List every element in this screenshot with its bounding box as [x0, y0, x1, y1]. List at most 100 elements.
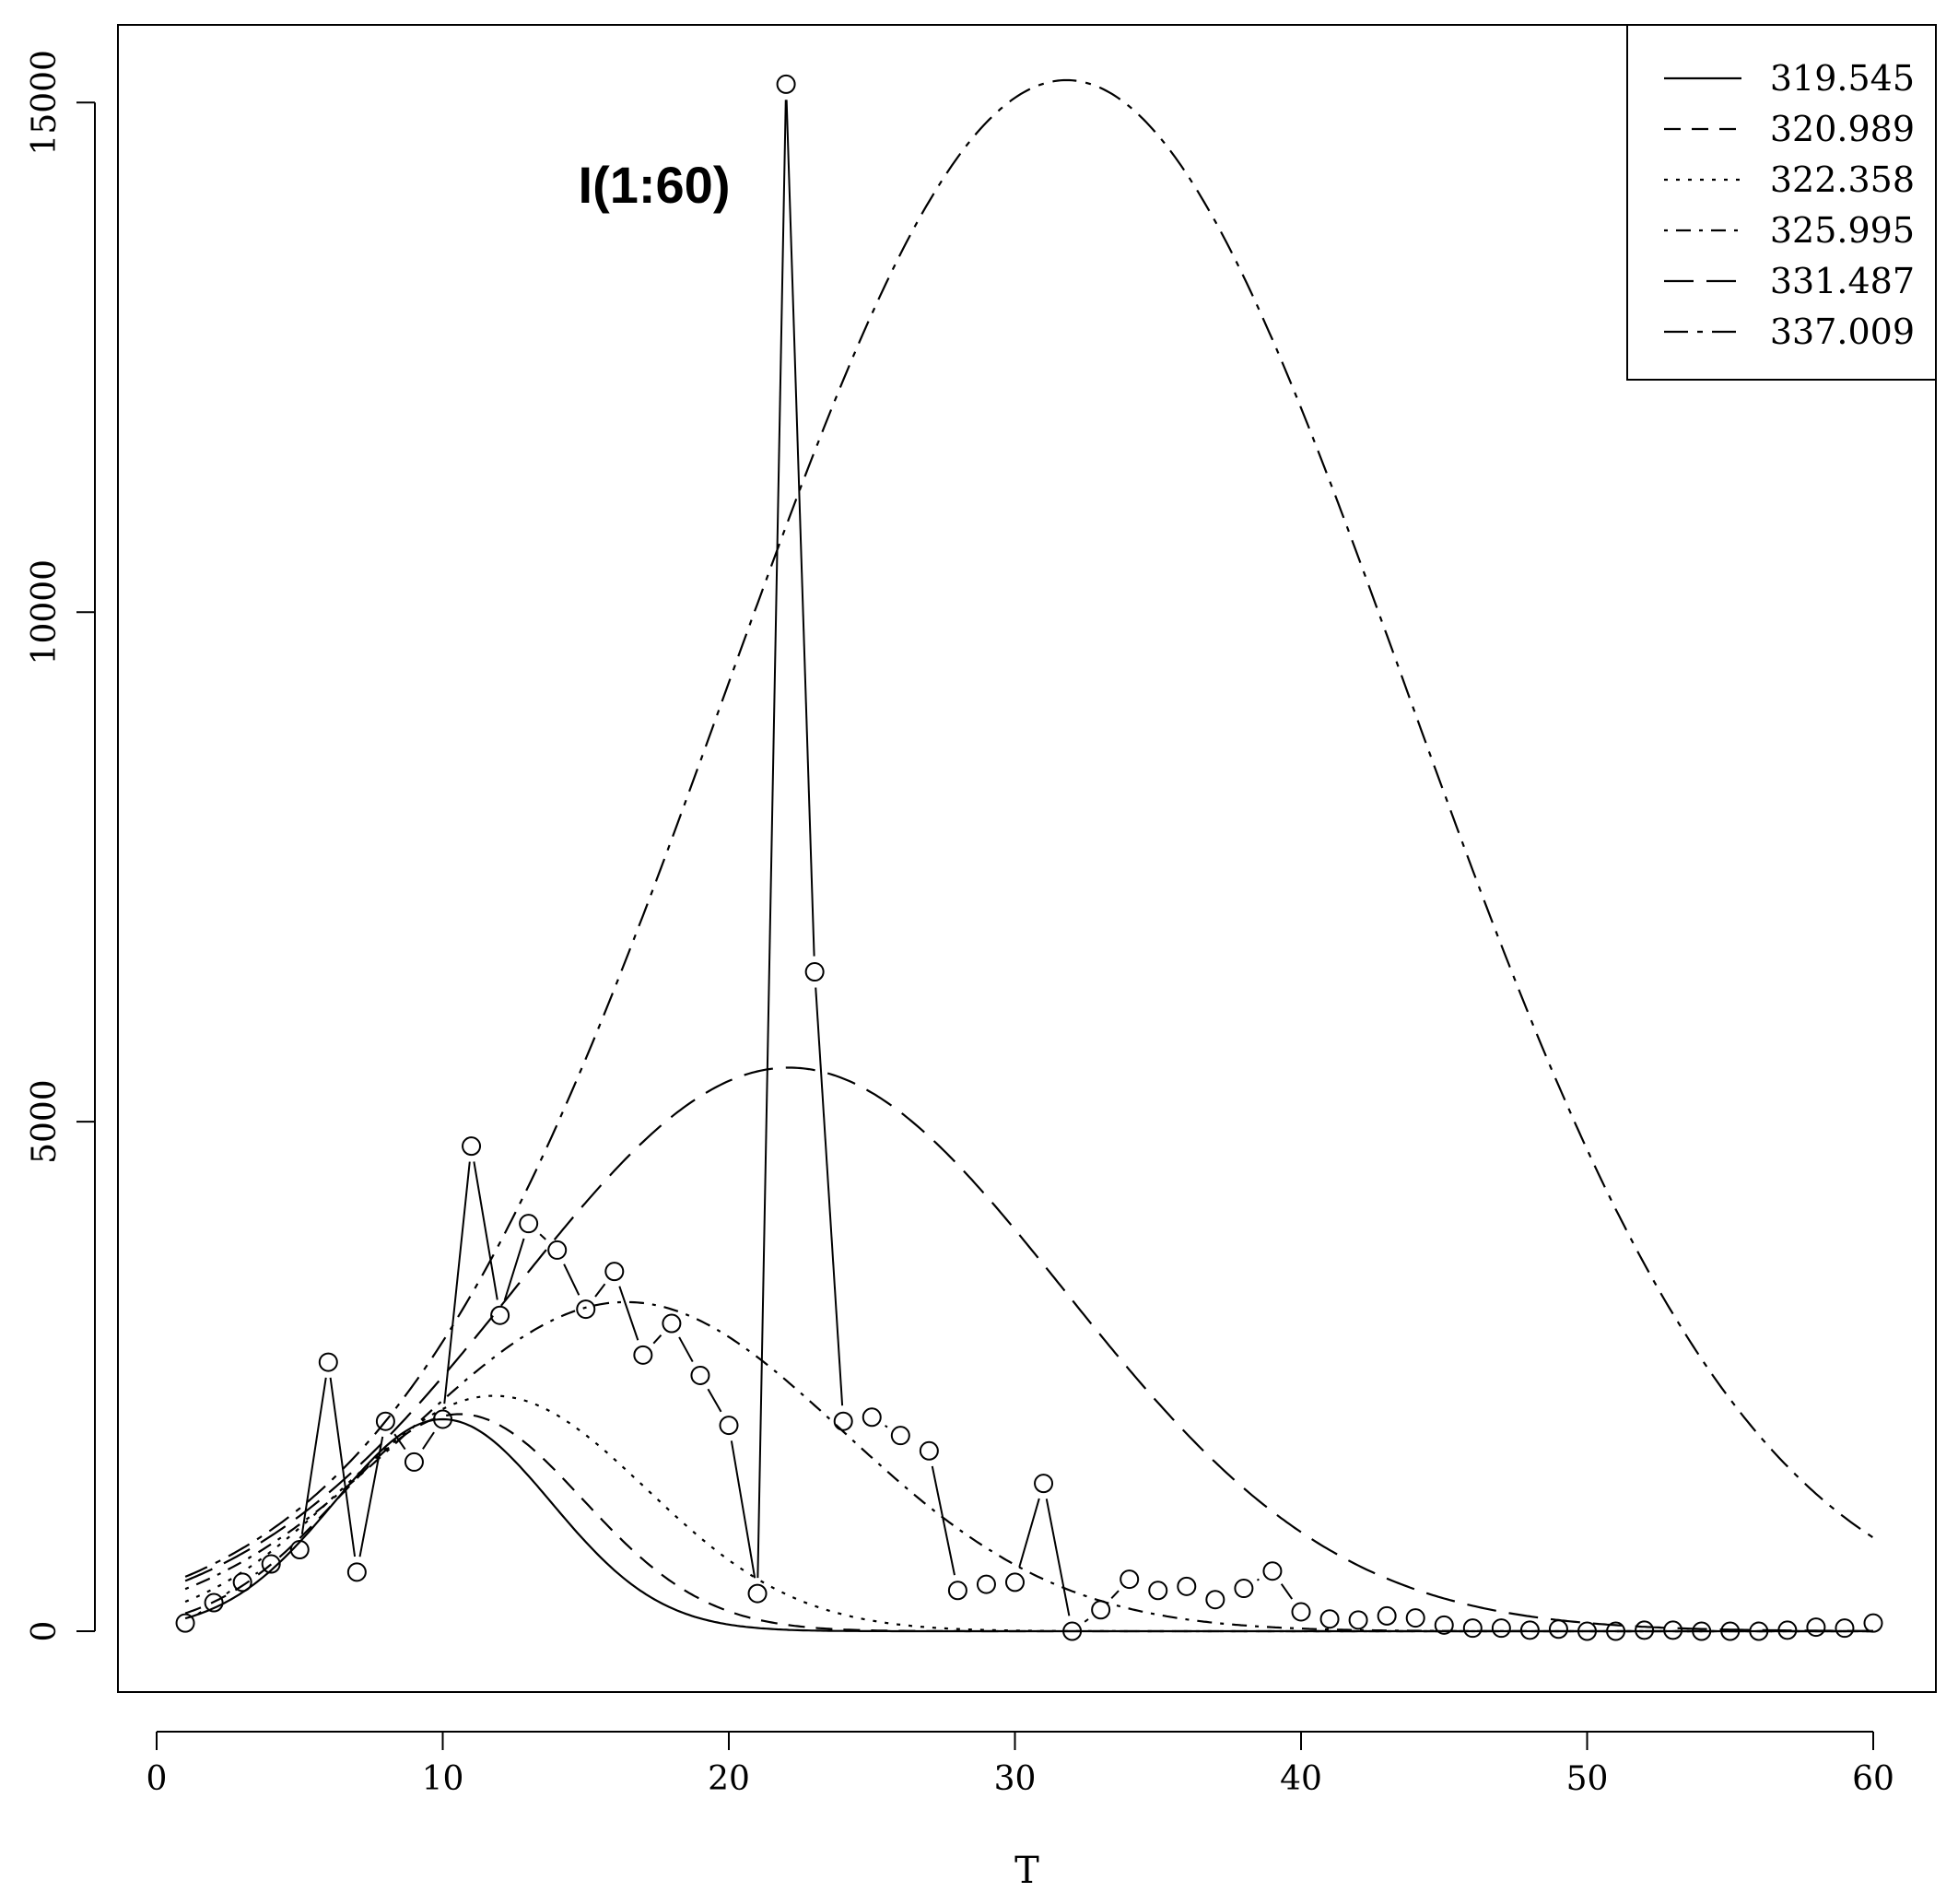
observed-point	[1806, 1617, 1826, 1638]
observed-point	[289, 1540, 310, 1560]
observed-point	[1005, 1572, 1025, 1593]
observed-point	[547, 1240, 568, 1260]
observed-point	[1548, 1619, 1568, 1640]
observed-point	[976, 1574, 996, 1594]
observed-point	[833, 1411, 853, 1431]
observed-point	[1120, 1569, 1140, 1590]
observed-point	[433, 1409, 452, 1429]
observed-point	[576, 1299, 596, 1320]
observed-point	[1177, 1576, 1197, 1596]
observed-point	[1577, 1621, 1597, 1641]
observed-point	[804, 962, 825, 982]
observed-segment	[707, 1388, 722, 1413]
observed-point	[862, 1407, 882, 1428]
observed-segment	[443, 1161, 471, 1404]
observed-point	[662, 1313, 682, 1334]
observed-point	[261, 1554, 281, 1574]
observed-point	[1291, 1602, 1311, 1622]
observed-point	[490, 1305, 510, 1325]
observed-segment	[730, 1440, 756, 1579]
observed-point	[1462, 1618, 1483, 1639]
observed-point	[690, 1365, 710, 1385]
observed-point	[1205, 1590, 1225, 1610]
observed-segment	[1045, 1499, 1071, 1616]
y-tick-label: 0	[26, 1621, 64, 1642]
observed-point	[633, 1345, 653, 1365]
legend: 319.545 320.989 322.358 325.995 331.487 337.0…	[1626, 24, 1937, 381]
observed-segment	[300, 1377, 327, 1534]
series-line-331.487	[184, 1066, 1873, 1632]
x-tick-label: 0	[147, 1760, 168, 1798]
observed-point	[404, 1452, 424, 1472]
observed-point	[375, 1411, 395, 1431]
x-axis: 0 10 20 30 40 50 60	[147, 1731, 1894, 1798]
observed-segment	[358, 1436, 384, 1557]
observed-point	[947, 1581, 967, 1601]
x-tick-label: 20	[708, 1760, 750, 1798]
observed-point	[1405, 1608, 1425, 1628]
observed-point	[1234, 1579, 1254, 1599]
series-line-325.995	[184, 1300, 1873, 1633]
observed-point	[1148, 1581, 1168, 1601]
legend-label: 325.995	[1770, 210, 1915, 251]
observed-point	[919, 1440, 939, 1461]
observed-point	[604, 1262, 625, 1282]
observed-segment	[422, 1431, 435, 1450]
y-tick-label: 5000	[26, 1079, 64, 1164]
observed-point	[747, 1583, 768, 1604]
observed-segment	[885, 1425, 888, 1428]
series-line-337.009	[184, 78, 1874, 1578]
legend-label: 337.009	[1770, 311, 1915, 352]
observed-segment	[1018, 1498, 1040, 1568]
observed-point	[1348, 1610, 1368, 1630]
observed-segment	[1280, 1583, 1294, 1600]
y-axis: 0 5000 10000 15000	[26, 50, 96, 1642]
observed-point	[1034, 1474, 1054, 1494]
observed-segment	[785, 100, 815, 957]
observed-point	[1863, 1613, 1883, 1633]
legend-label: 319.545	[1770, 58, 1915, 99]
observed-point	[232, 1572, 252, 1593]
observed-point	[346, 1562, 367, 1582]
observed-segment	[815, 987, 844, 1406]
observed-point	[1663, 1620, 1683, 1640]
observed-point	[1835, 1618, 1855, 1639]
observed-point	[1491, 1618, 1511, 1639]
observed-point	[890, 1426, 910, 1446]
observed-segment	[254, 1571, 259, 1575]
observed-point	[175, 1613, 195, 1633]
observed-layer	[175, 74, 1883, 1641]
observed-point	[1519, 1620, 1540, 1640]
observed-segment	[563, 1263, 580, 1296]
x-tick-label: 30	[994, 1760, 1037, 1798]
observed-segment	[503, 1238, 525, 1301]
x-tick-label: 10	[422, 1760, 464, 1798]
observed-segment	[197, 1611, 202, 1616]
observed-segment	[678, 1336, 694, 1363]
observed-segment	[329, 1377, 357, 1557]
observed-segment	[756, 100, 787, 1579]
observed-point	[1720, 1621, 1741, 1641]
observed-point	[1319, 1609, 1340, 1629]
observed-point	[1262, 1561, 1283, 1581]
observed-segment	[1110, 1590, 1120, 1600]
observed-point	[719, 1416, 739, 1436]
observed-point	[1434, 1615, 1454, 1635]
observed-segment	[226, 1590, 230, 1594]
observed-segment	[931, 1465, 956, 1576]
legend-box	[1626, 24, 1937, 381]
observed-point	[1749, 1621, 1769, 1641]
observed-point	[204, 1593, 224, 1613]
observed-point	[776, 74, 796, 94]
legend-label: 322.358	[1770, 159, 1915, 200]
x-tick-label: 60	[1852, 1760, 1894, 1798]
observed-segment	[393, 1433, 406, 1451]
observed-point	[462, 1136, 482, 1157]
x-tick-label: 50	[1566, 1760, 1609, 1798]
x-tick-label: 40	[1280, 1760, 1322, 1798]
y-tick-label: 10000	[26, 559, 64, 665]
observed-point	[519, 1214, 539, 1234]
y-tick-label: 15000	[26, 50, 64, 156]
chart-title: I(1:60)	[579, 156, 731, 214]
